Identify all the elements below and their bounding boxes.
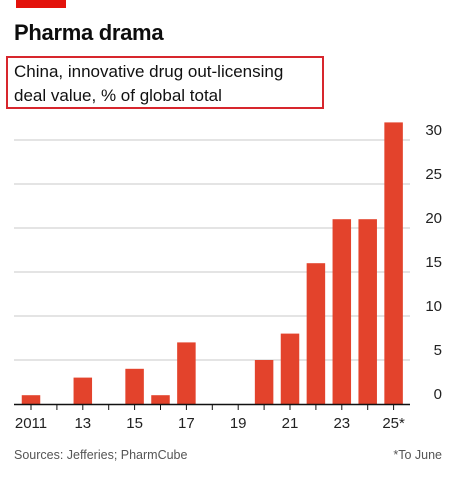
bar-2021 — [280, 333, 300, 404]
bar-2015 — [125, 368, 144, 404]
x-tick-label: 13 — [74, 415, 91, 432]
y-tick-label: 20 — [425, 210, 442, 227]
y-tick-label: 25 — [425, 166, 442, 183]
footnote: *To June — [393, 448, 442, 462]
y-tick-label: 10 — [425, 298, 442, 315]
chart-subtitle: China, innovative drug out-licensing dea… — [14, 60, 320, 108]
bar-2025 — [384, 122, 403, 405]
y-tick-label: 30 — [425, 122, 442, 139]
x-tick-label: 19 — [230, 415, 247, 432]
x-tick-label: 17 — [178, 415, 195, 432]
y-tick-label: 0 — [434, 386, 442, 403]
x-tick-label: 2011 — [15, 415, 47, 432]
x-tick-label: 15 — [126, 415, 143, 432]
bar-2020 — [254, 360, 274, 404]
axes: 0 5 10 15 20 25 30 2011 13 15 17 19 21 23 25* — [14, 122, 442, 432]
x-tick-label: 23 — [333, 415, 350, 432]
x-tick-label: 25* — [382, 415, 405, 432]
brand-tag — [16, 0, 66, 8]
bar-2013 — [73, 377, 93, 404]
y-tick-label: 5 — [434, 342, 442, 359]
y-tick-label: 15 — [425, 254, 442, 271]
subtitle-highlight-box — [6, 56, 324, 109]
bar-2024 — [358, 219, 377, 404]
subtitle-line-1: China, innovative drug out-licensing — [14, 62, 284, 81]
bars — [21, 122, 403, 405]
bar-2022 — [306, 263, 326, 404]
chart-title: Pharma drama — [14, 20, 164, 45]
subtitle-line-2: deal value, % of global total — [14, 86, 222, 105]
x-tick-label: 21 — [282, 415, 299, 432]
bar-2016 — [151, 395, 170, 404]
bar-2011 — [21, 395, 41, 404]
source-note: Sources: Jefferies; PharmCube — [14, 448, 188, 462]
bar-2017 — [177, 342, 196, 404]
bar-2023 — [332, 219, 352, 404]
